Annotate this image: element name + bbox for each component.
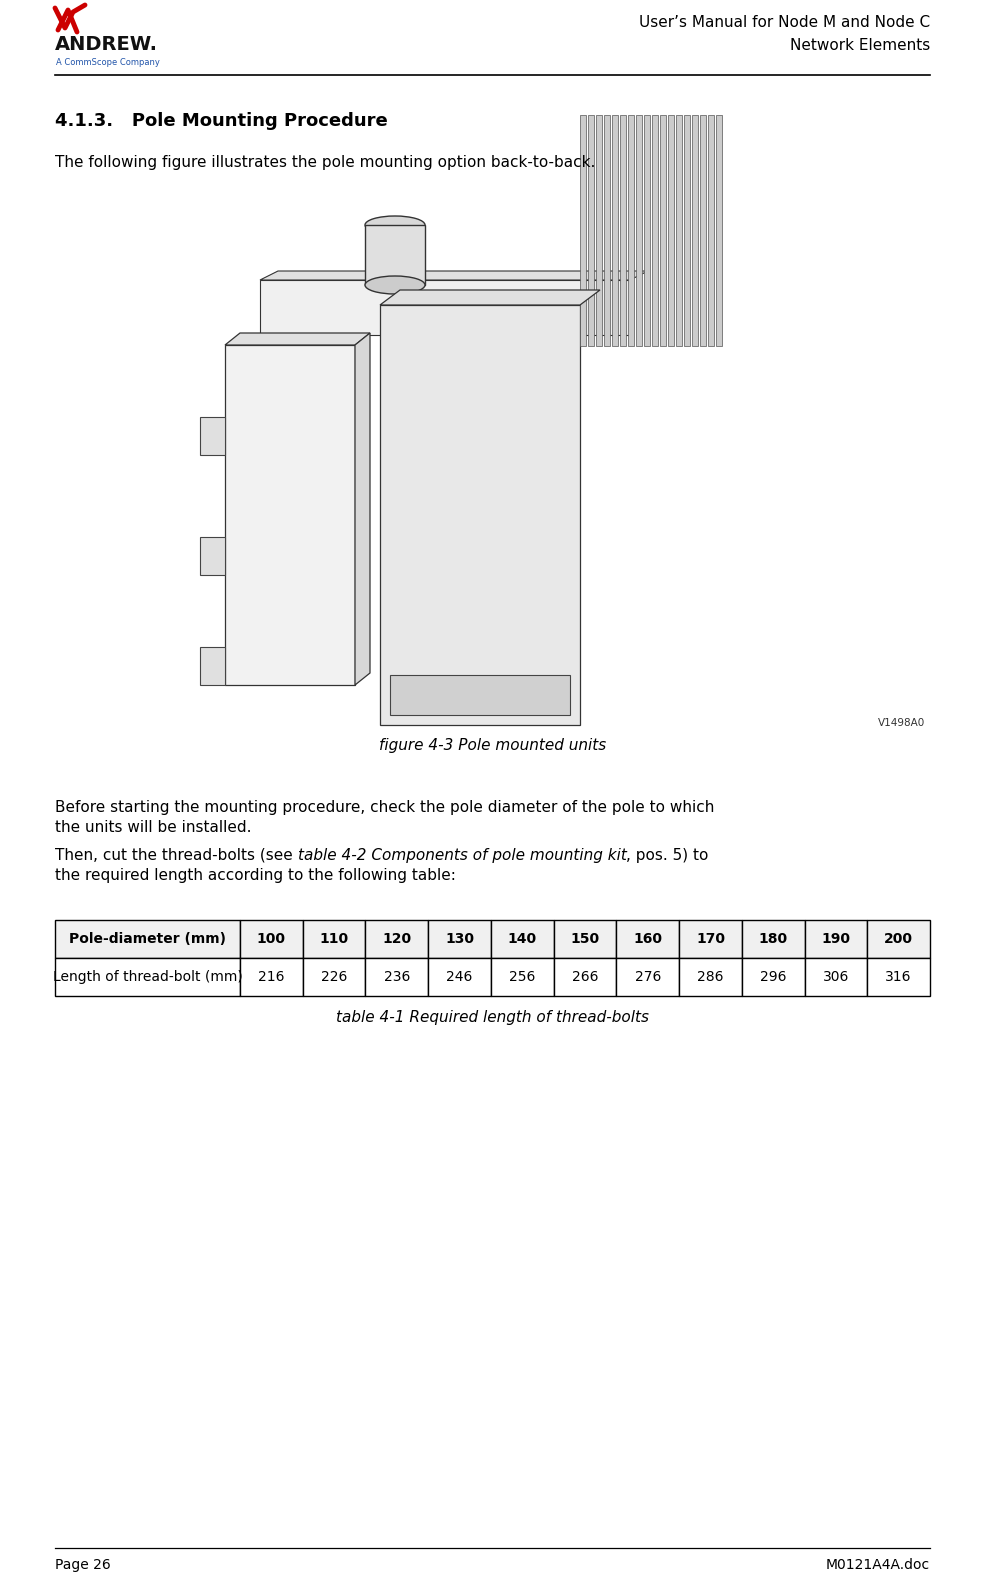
Bar xyxy=(428,958,490,995)
Text: Page 26: Page 26 xyxy=(55,1558,111,1572)
Polygon shape xyxy=(200,647,225,685)
Text: Before starting the mounting procedure, check the pole diameter of the pole to w: Before starting the mounting procedure, … xyxy=(55,800,714,814)
Text: table 4-2 Components of pole mounting kit: table 4-2 Components of pole mounting ki… xyxy=(297,847,627,863)
Polygon shape xyxy=(200,537,225,575)
Bar xyxy=(684,115,690,346)
Bar xyxy=(490,920,553,958)
Text: 170: 170 xyxy=(696,932,725,947)
Bar xyxy=(867,958,930,995)
Text: A CommScope Company: A CommScope Company xyxy=(56,58,160,68)
Bar xyxy=(55,958,240,995)
Bar xyxy=(580,115,586,346)
Polygon shape xyxy=(260,280,630,335)
Bar xyxy=(55,920,240,958)
Text: 276: 276 xyxy=(635,970,661,984)
Bar xyxy=(616,920,679,958)
Text: 316: 316 xyxy=(886,970,912,984)
Text: 180: 180 xyxy=(758,932,788,947)
Bar xyxy=(660,115,666,346)
Polygon shape xyxy=(200,417,225,455)
Bar xyxy=(628,115,634,346)
Text: 266: 266 xyxy=(572,970,598,984)
Bar xyxy=(636,115,642,346)
Text: 200: 200 xyxy=(884,932,913,947)
Bar xyxy=(380,306,580,724)
Bar xyxy=(679,920,742,958)
Text: M0121A4A.doc: M0121A4A.doc xyxy=(826,1558,930,1572)
Bar xyxy=(652,115,658,346)
Text: 286: 286 xyxy=(697,970,724,984)
Text: 306: 306 xyxy=(823,970,850,984)
Bar xyxy=(616,958,679,995)
Text: the required length according to the following table:: the required length according to the fol… xyxy=(55,868,456,884)
Text: , pos. 5) to: , pos. 5) to xyxy=(627,847,709,863)
Text: 110: 110 xyxy=(320,932,348,947)
Bar xyxy=(692,115,698,346)
Polygon shape xyxy=(380,290,600,306)
Bar xyxy=(708,115,714,346)
Bar xyxy=(676,115,682,346)
Text: The following figure illustrates the pole mounting option back-to-back.: The following figure illustrates the pol… xyxy=(55,154,595,170)
Text: 120: 120 xyxy=(383,932,411,947)
Ellipse shape xyxy=(365,216,425,235)
Bar xyxy=(644,115,650,346)
Text: 100: 100 xyxy=(257,932,285,947)
Bar xyxy=(742,958,804,995)
Text: 160: 160 xyxy=(633,932,662,947)
Polygon shape xyxy=(225,332,370,345)
Text: User’s Manual for Node M and Node C: User’s Manual for Node M and Node C xyxy=(639,16,930,30)
Text: 4.1.3.   Pole Mounting Procedure: 4.1.3. Pole Mounting Procedure xyxy=(55,112,387,131)
Text: V1498A0: V1498A0 xyxy=(878,718,925,728)
Bar xyxy=(390,676,570,715)
Bar xyxy=(366,920,428,958)
Text: Network Elements: Network Elements xyxy=(790,38,930,54)
Text: 130: 130 xyxy=(445,932,474,947)
Bar xyxy=(604,115,610,346)
Text: 140: 140 xyxy=(508,932,537,947)
Bar xyxy=(55,195,930,710)
Ellipse shape xyxy=(365,276,425,295)
Text: 216: 216 xyxy=(258,970,284,984)
Bar xyxy=(612,115,618,346)
Bar xyxy=(804,958,867,995)
Bar xyxy=(668,115,674,346)
Bar xyxy=(620,115,626,346)
Text: ANDREW.: ANDREW. xyxy=(55,35,158,54)
Text: table 4-1 Required length of thread-bolts: table 4-1 Required length of thread-bolt… xyxy=(336,1010,649,1025)
Bar xyxy=(716,115,722,346)
Bar xyxy=(700,115,706,346)
Bar xyxy=(303,920,366,958)
Text: 150: 150 xyxy=(570,932,599,947)
Polygon shape xyxy=(355,332,370,685)
Text: 226: 226 xyxy=(321,970,347,984)
Bar xyxy=(240,920,303,958)
Text: Pole-diameter (mm): Pole-diameter (mm) xyxy=(69,932,226,947)
Bar xyxy=(867,920,930,958)
Bar xyxy=(240,958,303,995)
Text: figure 4-3 Pole mounted units: figure 4-3 Pole mounted units xyxy=(379,739,606,753)
Bar xyxy=(553,958,616,995)
Bar xyxy=(596,115,602,346)
Bar xyxy=(742,920,804,958)
Polygon shape xyxy=(260,271,648,280)
Bar xyxy=(303,958,366,995)
Bar xyxy=(804,920,867,958)
Text: 236: 236 xyxy=(384,970,410,984)
Text: 190: 190 xyxy=(821,932,851,947)
Bar xyxy=(428,920,490,958)
Bar xyxy=(225,345,355,685)
Text: 256: 256 xyxy=(509,970,536,984)
Bar xyxy=(365,225,425,285)
Text: 246: 246 xyxy=(446,970,473,984)
Bar xyxy=(366,958,428,995)
Text: 296: 296 xyxy=(760,970,787,984)
Text: Length of thread-bolt (mm): Length of thread-bolt (mm) xyxy=(53,970,242,984)
Text: Then, cut the thread-bolts (see: Then, cut the thread-bolts (see xyxy=(55,847,297,863)
Bar xyxy=(490,958,553,995)
Text: the units will be installed.: the units will be installed. xyxy=(55,821,251,835)
Bar xyxy=(588,115,594,346)
Bar xyxy=(553,920,616,958)
Bar xyxy=(679,958,742,995)
